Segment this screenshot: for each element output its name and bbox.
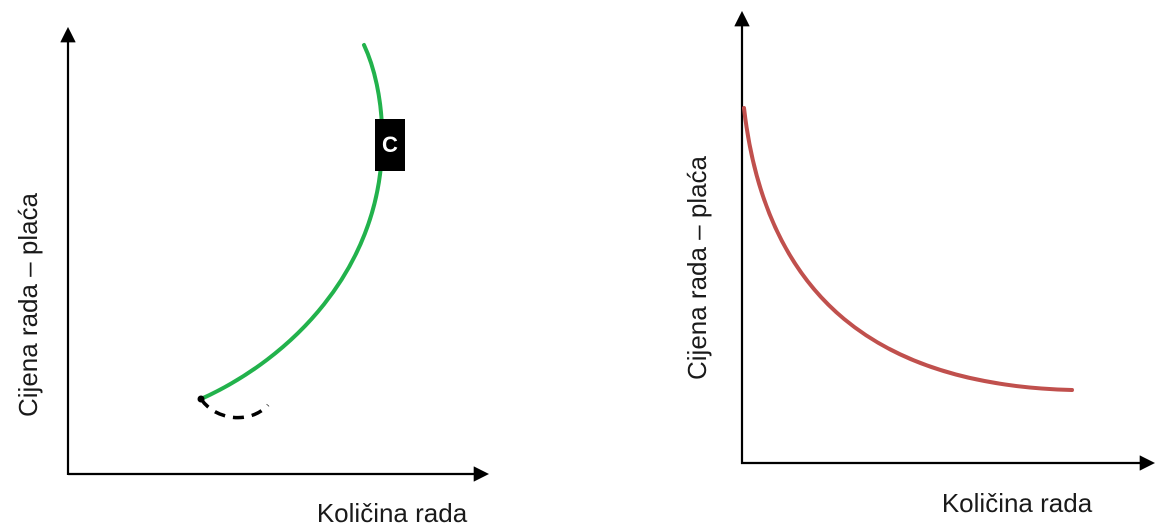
right-demand-curve	[742, 106, 1074, 392]
curve-label-text: C	[382, 132, 398, 157]
left-curve-endpoint	[197, 395, 205, 403]
curve-label-c: C	[375, 119, 405, 171]
left-diagram: C Cijena rada – plaća Količina rada	[13, 26, 490, 525]
left-supply-curve	[199, 43, 385, 401]
right-y-axis-label: Cijena rada – plaća	[682, 155, 712, 380]
right-x-axis-label: Količina rada	[942, 488, 1093, 518]
left-x-axis-label: Količina rada	[317, 498, 468, 525]
right-diagram: Cijena rada – plaća Količina rada	[682, 10, 1156, 518]
curve-label-box	[375, 119, 405, 171]
left-y-axis-label: Cijena rada – plaća	[13, 192, 43, 417]
left-dashed-arc	[199, 397, 270, 420]
